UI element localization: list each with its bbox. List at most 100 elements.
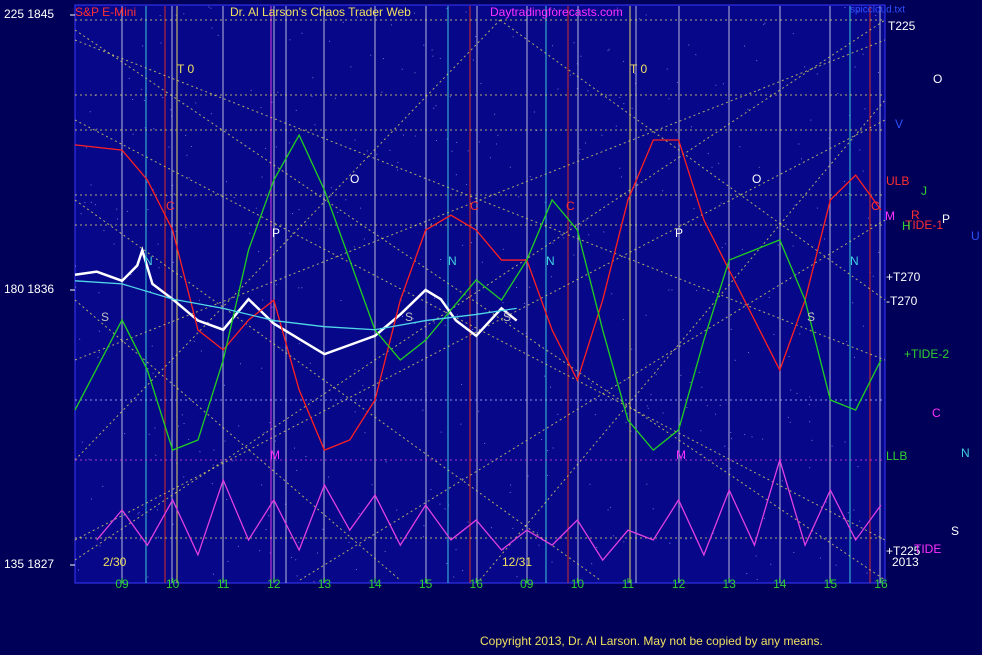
series-line (74, 280, 517, 331)
star (455, 549, 457, 551)
star (683, 456, 685, 458)
star (271, 101, 273, 103)
star (261, 484, 263, 486)
star (363, 238, 365, 240)
gann-line (74, 29, 886, 581)
star (795, 273, 797, 275)
star (746, 573, 748, 575)
star (397, 169, 399, 171)
star (355, 568, 357, 570)
star (358, 513, 360, 515)
star (291, 556, 293, 558)
star (160, 42, 162, 44)
star (142, 45, 144, 47)
star (690, 126, 692, 128)
star (859, 149, 861, 151)
gann-line (74, 19, 501, 461)
star (239, 363, 241, 365)
star (444, 324, 446, 326)
star (872, 275, 874, 277)
star (533, 111, 535, 113)
star (615, 125, 617, 127)
star (489, 157, 491, 159)
annotation: +T225 (886, 544, 921, 558)
star (328, 476, 330, 478)
star (224, 440, 226, 442)
star (354, 139, 356, 141)
annotation: N (144, 254, 153, 268)
star (809, 421, 811, 423)
star (225, 181, 227, 183)
star (607, 509, 609, 511)
star (693, 208, 695, 210)
star (605, 10, 607, 12)
star (175, 14, 177, 16)
star (711, 166, 713, 168)
gann-line (74, 19, 886, 561)
star (536, 532, 538, 534)
star (603, 231, 605, 233)
star (153, 128, 155, 130)
star (867, 217, 869, 219)
star (154, 427, 156, 429)
x-tick-label: 12 (267, 577, 281, 591)
star (549, 260, 551, 262)
star (585, 219, 587, 221)
star (679, 506, 681, 508)
x-tick-label: 13 (722, 577, 736, 591)
star (862, 53, 864, 55)
star (146, 181, 148, 183)
star (695, 54, 697, 56)
star (275, 440, 276, 442)
star (715, 413, 717, 415)
star (722, 83, 724, 85)
star (877, 72, 879, 74)
star (98, 330, 100, 332)
star (402, 315, 404, 317)
star (756, 579, 758, 581)
star (88, 458, 90, 460)
star (260, 107, 262, 109)
star (258, 251, 260, 253)
annotation: R (911, 208, 920, 222)
star (84, 201, 86, 203)
star (622, 319, 624, 321)
star (551, 561, 553, 563)
star (402, 134, 404, 136)
star (295, 109, 297, 111)
star (370, 54, 372, 56)
star (502, 302, 504, 304)
star (467, 521, 469, 523)
star (623, 541, 625, 543)
star (747, 352, 749, 354)
star (309, 362, 311, 364)
star (650, 394, 652, 396)
star (793, 552, 795, 554)
star (132, 99, 134, 101)
x-tick-label: 12 (672, 577, 686, 591)
star (130, 274, 132, 276)
star (444, 508, 446, 510)
star (376, 153, 378, 155)
star (198, 299, 200, 301)
y-tick-label: 225 1845 (4, 7, 54, 21)
star (293, 447, 295, 449)
star (210, 7, 212, 9)
star (147, 576, 149, 578)
star (170, 109, 172, 111)
star (475, 35, 477, 37)
star (195, 102, 197, 104)
annotation: J (921, 184, 927, 198)
star (186, 154, 188, 156)
star (250, 89, 252, 91)
star (178, 425, 180, 427)
star (819, 557, 821, 559)
star (453, 576, 455, 578)
star (831, 445, 833, 447)
star (301, 287, 303, 289)
x-tick-label: 15 (824, 577, 838, 591)
star (75, 286, 77, 288)
star (764, 22, 766, 24)
star (90, 201, 92, 203)
star (139, 539, 141, 541)
